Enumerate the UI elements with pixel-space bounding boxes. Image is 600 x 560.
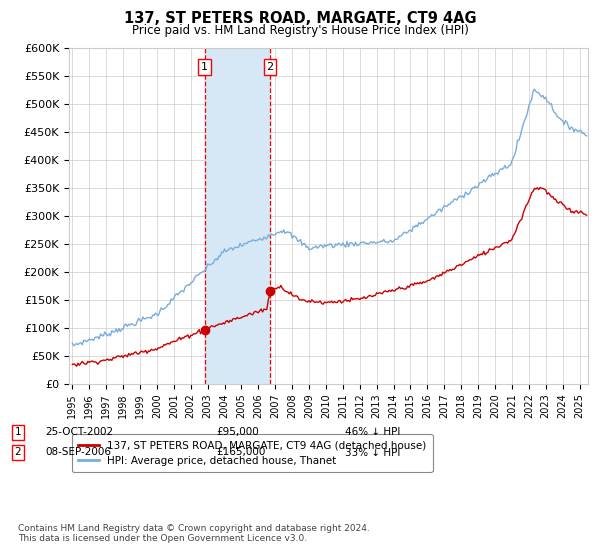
Text: 33% ↓ HPI: 33% ↓ HPI	[345, 447, 400, 458]
Text: 2: 2	[266, 62, 274, 72]
Text: 1: 1	[14, 427, 22, 437]
Text: 25-OCT-2002: 25-OCT-2002	[45, 427, 113, 437]
Bar	[205, 48, 270, 384]
Text: 46% ↓ HPI: 46% ↓ HPI	[345, 427, 400, 437]
Text: Price paid vs. HM Land Registry's House Price Index (HPI): Price paid vs. HM Land Registry's House …	[131, 24, 469, 36]
Legend: 137, ST PETERS ROAD, MARGATE, CT9 4AG (detached house), HPI: Average price, deta: 137, ST PETERS ROAD, MARGATE, CT9 4AG (d…	[71, 434, 433, 472]
Text: 08-SEP-2006: 08-SEP-2006	[45, 447, 111, 458]
Text: Contains HM Land Registry data © Crown copyright and database right 2024.
This d: Contains HM Land Registry data © Crown c…	[18, 524, 370, 543]
Text: £95,000: £95,000	[216, 427, 259, 437]
Text: £165,000: £165,000	[216, 447, 265, 458]
Text: 137, ST PETERS ROAD, MARGATE, CT9 4AG: 137, ST PETERS ROAD, MARGATE, CT9 4AG	[124, 11, 476, 26]
Text: 1: 1	[201, 62, 208, 72]
Text: 2: 2	[14, 447, 22, 458]
